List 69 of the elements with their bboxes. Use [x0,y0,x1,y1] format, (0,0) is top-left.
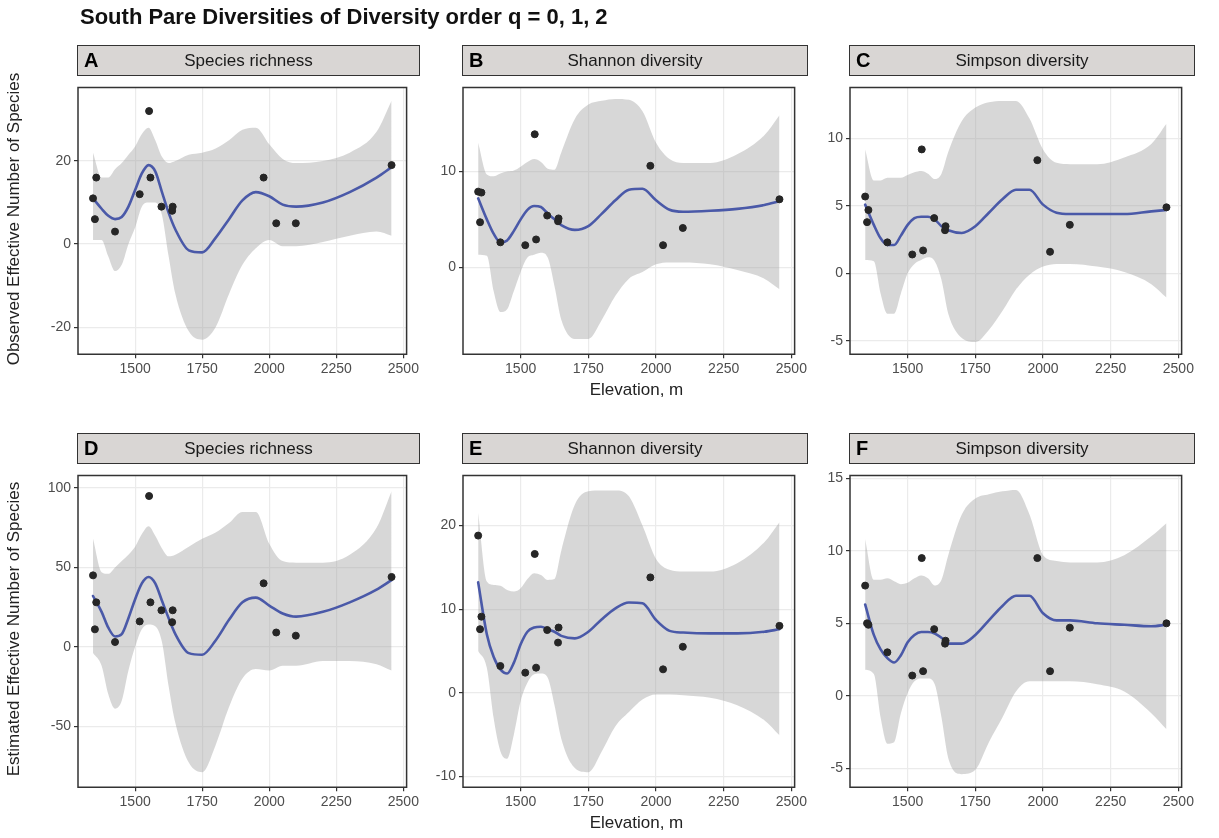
y-tick-label: 10 [440,162,457,179]
x-tick-label: 2250 [708,360,740,377]
y-tick-label: 100 [47,478,72,495]
y-tick-label: 0 [835,264,844,281]
x-tick-label: 1750 [959,360,992,377]
chart-title: Species richness [184,50,313,71]
chart-subtitle: E [469,437,483,460]
chart-subtitle: A [84,49,99,72]
y-tick-label: 5 [835,614,844,631]
y-tick-label: 0 [835,686,844,703]
x-tick-label: 2000 [640,793,672,810]
y-tick-label: 20 [55,151,72,168]
chart-title: Simpson diversity [955,50,1089,71]
y-tick-label: 10 [827,541,844,558]
x-tick-label: 2000 [253,360,286,377]
y-tick-label: 5 [835,196,844,213]
chart-subtitle: F [856,437,869,460]
x-tick-label: 1500 [892,360,924,377]
y-tick-label: 20 [440,516,457,533]
x-tick-label: 2500 [387,360,420,377]
x-tick-label: 1500 [505,360,537,377]
chart-subtitle: D [84,437,99,460]
y-tick-label: 50 [55,558,72,575]
x-tick-label: 2250 [708,793,740,810]
x-tick-label: 2500 [1162,793,1195,810]
y-tick-label: 0 [448,683,457,700]
y-tick-label: -10 [435,767,457,784]
y-tick-label: 15 [827,469,844,486]
x-tick-label: 1500 [119,360,151,377]
y-axis-title: Observed Effective Number of Species [4,72,24,365]
y-tick-label: 10 [440,600,457,617]
x-axis-title: Elevation, m [589,813,684,833]
chart-title: Shannon diversity [567,438,703,459]
chart-subtitle: C [856,49,871,72]
y-tick-label: -20 [50,318,72,335]
x-tick-label: 2250 [1095,360,1127,377]
y-tick-label: 0 [63,637,72,654]
chart-title: Shannon diversity [567,50,703,71]
x-tick-label: 1500 [119,793,151,810]
x-tick-label: 2000 [1027,793,1059,810]
text: South Pare Diversities of Diversity order q = 0, 1, 2 [80,4,608,30]
y-tick-label: -5 [830,331,844,348]
y-tick-label: -50 [50,716,72,733]
x-tick-label: 2250 [1095,793,1127,810]
x-tick-label: 2500 [775,360,808,377]
y-tick-label: 0 [63,234,72,251]
chart-title: Species richness [184,438,313,459]
x-tick-label: 1500 [505,793,537,810]
chart-subtitle: B [469,49,484,72]
x-tick-label: 1750 [959,793,992,810]
x-tick-label: 2500 [775,793,808,810]
y-tick-label: -5 [830,759,844,776]
y-tick-label: 10 [827,129,844,146]
x-axis-title: Elevation, m [589,380,684,400]
x-tick-label: 1750 [572,793,605,810]
x-tick-label: 1500 [892,793,924,810]
y-tick-label: 0 [448,258,457,275]
x-tick-label: 1750 [572,360,605,377]
x-tick-label: 1750 [186,793,218,810]
x-tick-label: 2250 [320,360,353,377]
chart-title: Simpson diversity [955,438,1089,459]
x-tick-label: 2000 [640,360,672,377]
x-tick-label: 2500 [387,793,420,810]
x-tick-label: 2000 [1027,360,1059,377]
x-tick-label: 1750 [186,360,218,377]
y-axis-title: Estimated Effective Number of Species [4,481,24,777]
x-tick-label: 2250 [320,793,353,810]
x-tick-label: 2000 [253,793,286,810]
x-tick-label: 2500 [1162,360,1195,377]
